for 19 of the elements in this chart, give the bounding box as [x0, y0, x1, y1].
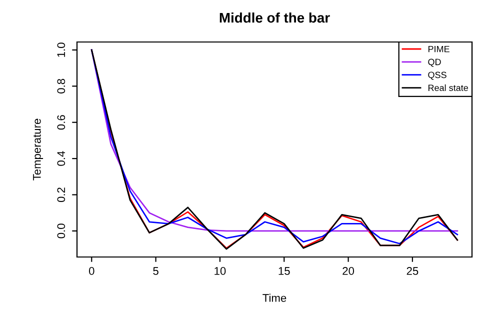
x-tick-label: 15 [278, 267, 290, 275]
x-tick-label: 25 [406, 267, 418, 275]
chart-title: Middle of the bar [220, 12, 330, 23]
y-tick-label: 1.0 [57, 42, 66, 57]
x-tick-label: 10 [214, 267, 226, 275]
y-tick-label: 0.4 [57, 151, 66, 166]
y-tick-label: 0.6 [57, 115, 66, 130]
y-tick-label: 0.8 [57, 78, 66, 94]
legend-label: PIME [428, 46, 450, 52]
legend-label: QD [428, 58, 441, 67]
y-tick-label: 0.2 [57, 188, 66, 202]
legend-label: QSS [428, 72, 446, 80]
x-axis-title: Time [262, 294, 286, 302]
y-tick-label: 0.0 [57, 224, 66, 238]
x-tick-label: 5 [153, 267, 158, 275]
x-tick-label: 0 [88, 267, 94, 275]
y-axis-title: Temperature [33, 118, 44, 180]
x-tick-label: 20 [342, 267, 354, 275]
legend-label: Real state [428, 84, 468, 92]
